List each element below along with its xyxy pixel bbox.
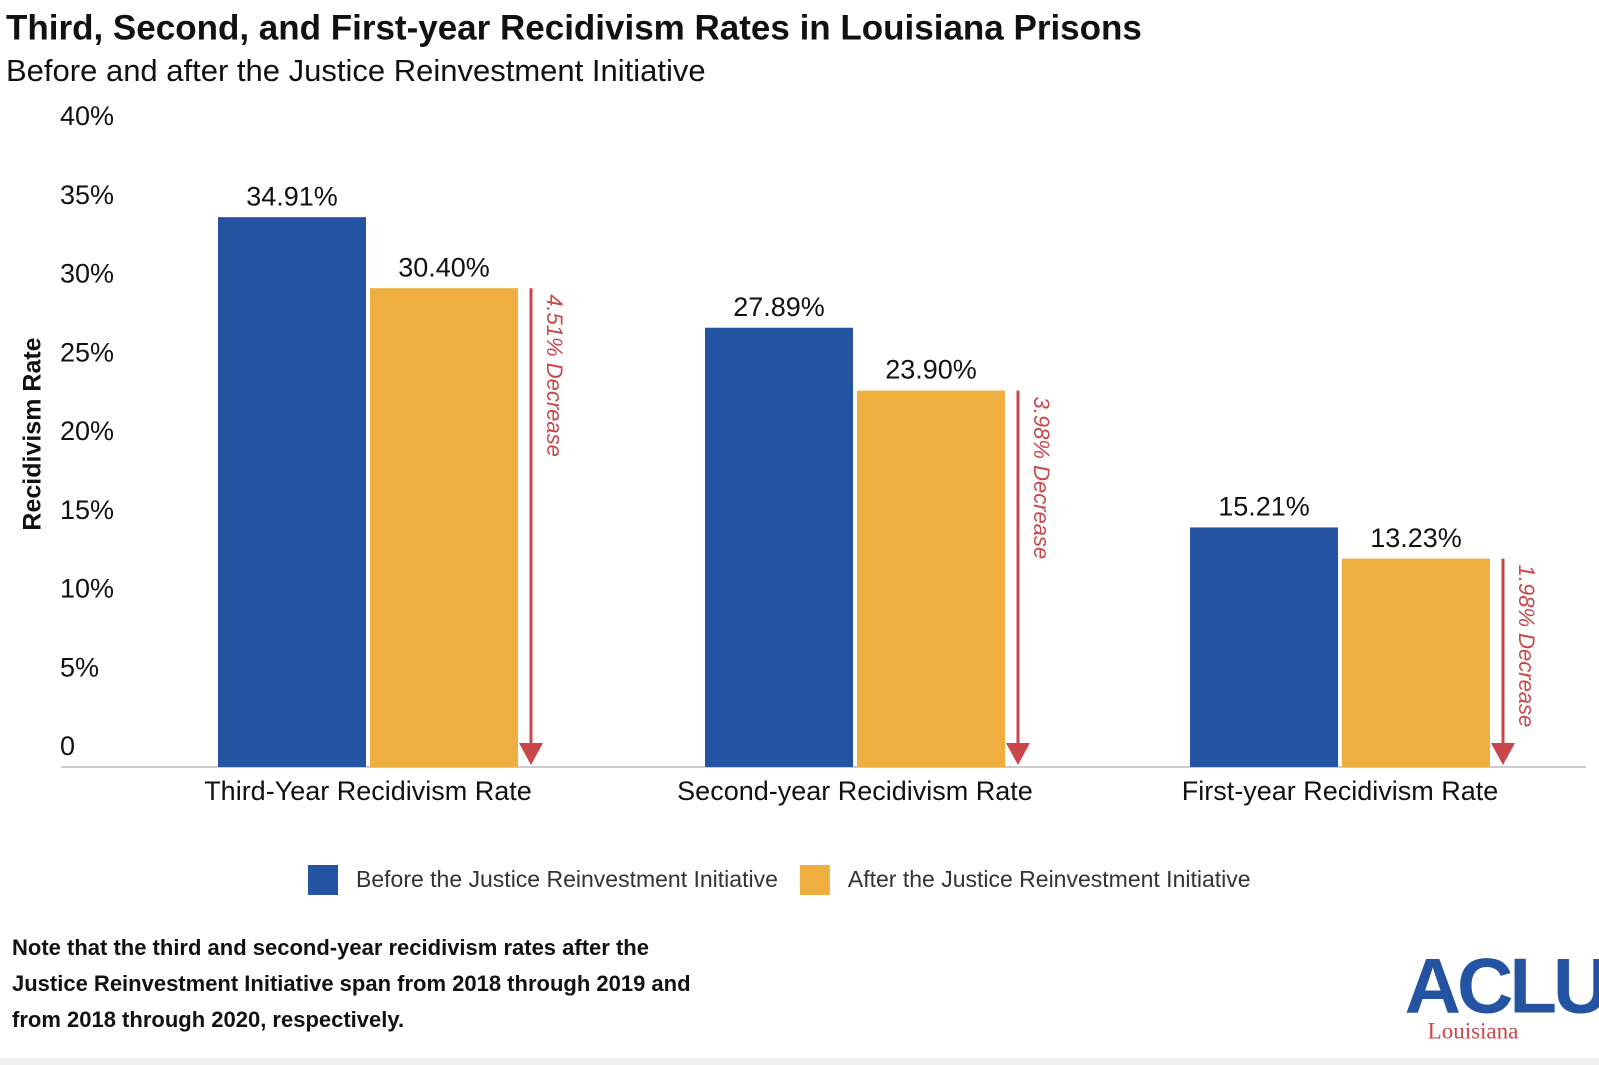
y-tick-label: 20% [60, 416, 114, 446]
bar [1190, 527, 1338, 767]
decrease-annotation: 1.98% Decrease [1514, 565, 1539, 728]
note-line: Justice Reinvestment Initiative span fro… [12, 971, 691, 996]
decrease-arrowhead [1491, 743, 1515, 765]
bar [857, 390, 1005, 767]
chart-subtitle: Before and after the Justice Reinvestmen… [6, 53, 706, 88]
y-axis-label: Recidivism Rate [19, 337, 47, 530]
value-label: 27.89% [733, 292, 825, 322]
logo-subtext: Louisiana [1428, 1018, 1519, 1043]
legend-swatch [308, 865, 338, 895]
y-tick-label: 40% [60, 101, 114, 131]
logo: ACLU [1405, 942, 1599, 1030]
y-tick-label: 15% [60, 495, 114, 525]
y-tick-label: 0 [60, 731, 75, 761]
value-label: 34.91% [246, 181, 338, 211]
value-label: 13.23% [1370, 523, 1462, 553]
value-label: 30.40% [398, 252, 490, 282]
value-label: 15.21% [1218, 492, 1310, 522]
value-label: 23.90% [885, 355, 977, 385]
decrease-annotation: 4.51% Decrease [542, 294, 567, 457]
decrease-arrowhead [519, 743, 543, 765]
footer-strip [0, 1058, 1599, 1065]
x-tick-label: First-year Recidivism Rate [1182, 776, 1499, 806]
x-tick-label: Second-year Recidivism Rate [677, 776, 1033, 806]
x-tick-label: Third-Year Recidivism Rate [204, 776, 532, 806]
bar [370, 288, 518, 767]
y-tick-label: 25% [60, 337, 114, 367]
legend-label: After the Justice Reinvestment Initiativ… [848, 866, 1251, 892]
note-line: Note that the third and second-year reci… [12, 935, 649, 960]
y-tick-label: 30% [60, 259, 114, 289]
chart-title: Third, Second, and First-year Recidivism… [6, 8, 1142, 47]
legend-swatch [799, 865, 830, 895]
bar [218, 217, 366, 768]
y-tick-label: 5% [60, 652, 99, 682]
y-tick-label: 35% [60, 180, 114, 210]
bar [1342, 558, 1490, 767]
y-tick-label: 10% [60, 574, 114, 604]
note-line: from 2018 through 2020, respectively. [12, 1007, 404, 1032]
decrease-arrowhead [1006, 743, 1030, 765]
legend-label: Before the Justice Reinvestment Initiati… [356, 866, 778, 892]
bar [705, 327, 853, 767]
decrease-annotation: 3.98% Decrease [1029, 397, 1054, 560]
